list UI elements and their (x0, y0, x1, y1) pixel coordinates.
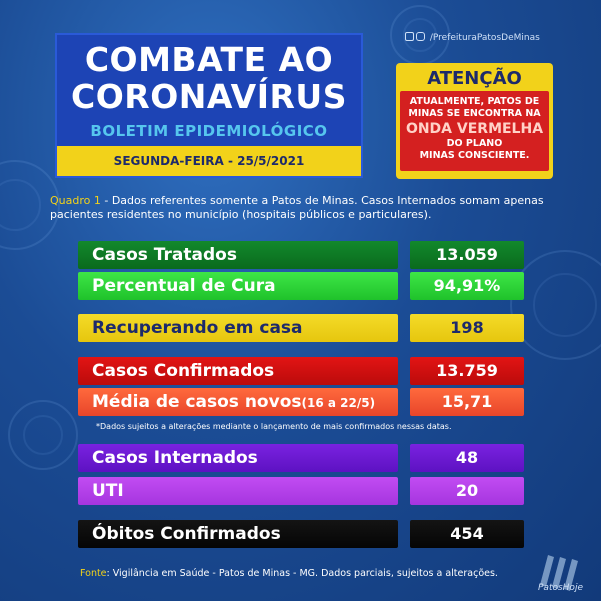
stat-value-obitos: 454 (410, 520, 524, 548)
data-note: *Dados sujeitos a alterações mediante o … (96, 422, 452, 431)
patoshoje-logo-icon (540, 555, 578, 591)
facebook-icon (405, 32, 414, 41)
virus-decoration (8, 400, 78, 470)
stat-label-recuperando: Recuperando em casa (78, 314, 398, 342)
stat-label-cura: Percentual de Cura (78, 272, 398, 300)
stat-row-recuperando: Recuperando em casa 198 (78, 314, 524, 342)
social-handle-text: /PrefeituraPatosDeMinas (429, 33, 540, 43)
stat-label-uti: UTI (78, 477, 398, 505)
title-line-1: COMBATE AO (84, 40, 334, 79)
stat-value-media: 15,71 (410, 388, 524, 416)
source-note: Fonte: Vigilância em Saúde - Patos de Mi… (80, 568, 498, 579)
date-bar: SEGUNDA-FEIRA - 25/5/2021 (57, 146, 361, 176)
stat-label-media: Média de casos novos(16 a 22/5) (78, 388, 398, 416)
stat-row-tratados: Casos Tratados 13.059 (78, 241, 524, 269)
stat-value-confirmados: 13.759 (410, 357, 524, 385)
instagram-icon (416, 32, 425, 41)
stat-row-cura: Percentual de Cura 94,91% (78, 272, 524, 300)
attention-title: ATENÇÃO (427, 68, 522, 89)
stat-value-uti: 20 (410, 477, 524, 505)
stat-value-cura: 94,91% (410, 272, 524, 300)
attention-line-1: ATUALMENTE, PATOS DE (409, 96, 540, 107)
stat-label-internados: Casos Internados (78, 444, 398, 472)
stat-row-confirmados: Casos Confirmados 13.759 (78, 357, 524, 385)
title-line-2: CORONAVÍRUS (71, 77, 347, 116)
attention-line-3: DO PLANO (446, 138, 503, 149)
stat-row-obitos: Óbitos Confirmados 454 (78, 520, 524, 548)
quadro-label: Quadro 1 (50, 194, 101, 207)
quadro-text: - Dados referentes somente a Patos de Mi… (50, 194, 544, 221)
stat-label-confirmados: Casos Confirmados (78, 357, 398, 385)
stat-label-tratados: Casos Tratados (78, 241, 398, 269)
social-handle: /PrefeituraPatosDeMinas (405, 32, 540, 43)
subtitle: BOLETIM EPIDEMIOLÓGICO (90, 122, 328, 140)
stat-value-tratados: 13.059 (410, 241, 524, 269)
brand-name: PatosHoje (538, 583, 583, 593)
stat-value-recuperando: 198 (410, 314, 524, 342)
stat-label-obitos: Óbitos Confirmados (78, 520, 398, 548)
source-text: : Vigilância em Saúde - Patos de Minas -… (106, 568, 498, 579)
attention-highlight: ONDA VERMELHA (405, 121, 544, 137)
attention-line-2: MINAS SE ENCONTRA NA (408, 108, 541, 119)
stat-label-media-period: (16 a 22/5) (301, 396, 376, 410)
attention-line-4: MINAS CONSCIENTE. (419, 150, 530, 161)
attention-box: ATENÇÃO ATUALMENTE, PATOS DE MINAS SE EN… (396, 63, 553, 179)
quadro-description: Quadro 1 - Dados referentes somente a Pa… (50, 194, 555, 222)
virus-decoration (510, 250, 601, 360)
source-label: Fonte (80, 568, 107, 579)
stat-row-media: Média de casos novos(16 a 22/5) 15,71 (78, 388, 524, 416)
stat-row-uti: UTI 20 (78, 477, 524, 505)
title-banner: COMBATE AO CORONAVÍRUS BOLETIM EPIDEMIOL… (55, 33, 363, 178)
stat-label-media-text: Média de casos novos (92, 392, 302, 412)
stat-value-internados: 48 (410, 444, 524, 472)
attention-message: ATUALMENTE, PATOS DE MINAS SE ENCONTRA N… (400, 91, 549, 171)
stat-row-internados: Casos Internados 48 (78, 444, 524, 472)
